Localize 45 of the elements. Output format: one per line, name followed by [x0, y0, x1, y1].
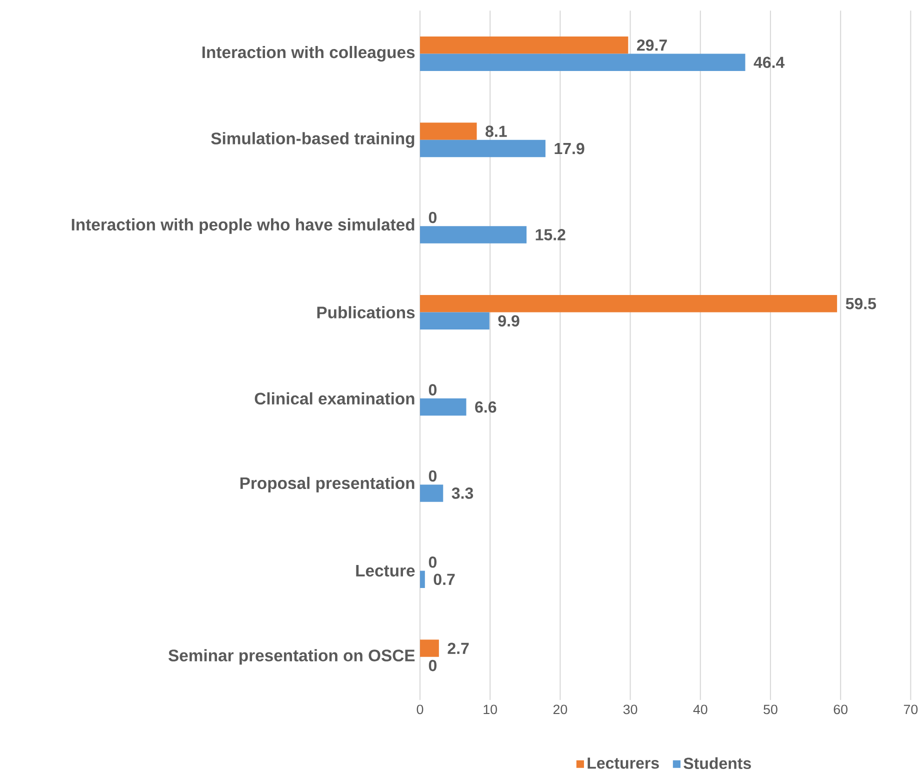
y-tick-label: Interaction with people who have simulated — [72, 218, 414, 234]
y-tick-label: Publications — [317, 306, 415, 318]
y-tick-label: Lecture — [356, 564, 415, 576]
x-tick-label: 70 — [904, 704, 918, 714]
bar — [420, 640, 439, 657]
data-label: 2.7 — [448, 642, 469, 654]
bar — [420, 36, 628, 54]
data-label: 17.9 — [554, 142, 584, 154]
y-tick-label: Seminar presentation on OSCE — [168, 649, 415, 665]
y-tick-label: Interaction with colleagues — [202, 46, 415, 62]
data-label: 8.1 — [486, 126, 507, 137]
data-label: 6.6 — [475, 401, 496, 413]
data-label: 0 — [428, 660, 437, 672]
x-tick-label: 30 — [623, 704, 638, 714]
y-tick-label: Clinical examination — [254, 392, 414, 404]
data-label: 0 — [428, 384, 437, 396]
x-tick-label: 50 — [764, 704, 778, 714]
bar — [420, 226, 527, 244]
data-label: 0 — [428, 556, 437, 568]
data-label: 0 — [428, 470, 437, 482]
x-tick-label: 60 — [834, 704, 848, 714]
x-tick-label: 10 — [484, 704, 497, 714]
bar — [420, 140, 546, 158]
legend-label: Students — [684, 757, 751, 769]
bar — [420, 484, 444, 502]
bar — [420, 54, 746, 71]
data-label: 9.9 — [498, 315, 520, 326]
bar — [420, 122, 477, 140]
data-label: 0 — [428, 212, 437, 224]
x-tick-label: 40 — [693, 704, 708, 714]
x-tick-label: 0 — [416, 704, 424, 714]
bar — [420, 570, 425, 588]
bar — [420, 312, 490, 330]
y-tick-label: Proposal presentation — [240, 476, 414, 492]
x-tick-label: 20 — [553, 704, 568, 714]
data-label: 0.7 — [434, 574, 455, 585]
y-tick-label: Simulation-based training — [211, 132, 414, 148]
data-label: 59.5 — [846, 298, 876, 310]
bar — [420, 294, 838, 312]
data-label: 29.7 — [637, 39, 667, 51]
data-label: 46.4 — [754, 56, 785, 68]
legend-label: Lecturers — [588, 757, 659, 769]
bar — [420, 398, 466, 416]
data-label: 15.2 — [536, 228, 566, 240]
data-label: 3.3 — [452, 487, 474, 499]
